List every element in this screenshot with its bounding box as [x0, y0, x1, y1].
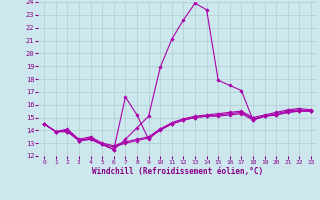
- X-axis label: Windchill (Refroidissement éolien,°C): Windchill (Refroidissement éolien,°C): [92, 167, 263, 176]
